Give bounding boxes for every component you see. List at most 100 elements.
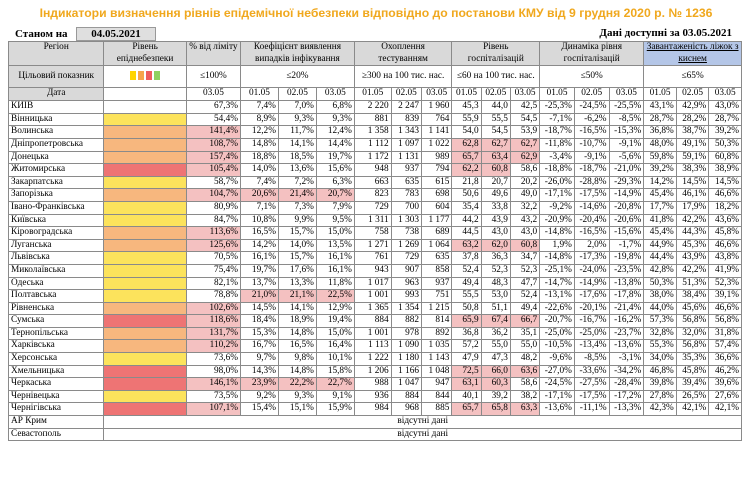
tests-cell: 1 166 [390,364,423,379]
dyn-cell: -24,5% [539,377,575,391]
hosp-cell: 57,2 [451,339,482,354]
hosp-cell: 67,4 [480,314,511,328]
tests-cell: 758 [353,226,392,240]
tests-cell: 984 [353,402,392,417]
coef-cell: 22,5% [315,289,355,303]
oxy-cell: 59,8% [643,150,677,165]
dyn-cell: -14,9% [608,188,645,202]
oxy-cell: 60,8% [708,150,742,165]
hosp-cell: 65,9 [451,314,482,328]
data-available-note: Дані доступні за 03.05.2021 [599,27,732,39]
oxy-cell: 39,2% [643,163,677,177]
tests-cell: 2 220 [353,100,392,114]
tests-cell: 729 [353,200,392,215]
header-oxy: Завантаженість ліжок з киснем [643,40,742,67]
tests-cell: 1 141 [421,125,453,139]
coef-cell: 14,4% [315,137,355,152]
region-name: Чернівецька [7,389,105,404]
coef-cell: 9,9% [277,213,317,228]
dyn-cell: -10,5% [539,339,575,354]
coef-cell: 13,6% [277,163,317,177]
hosp-cell: 38,2 [509,389,541,404]
region-name: Волинська [7,125,105,139]
hosp-cell: 63,6 [509,364,541,379]
level-cell [103,137,187,152]
dyn-cell: -13,6% [539,402,575,417]
tests-cell: 663 [353,175,392,190]
tests-cell: 1 311 [353,213,392,228]
dyn-cell: -25,5% [608,100,645,114]
hosp-cell: 44,0 [480,100,511,114]
level-cell [103,389,187,404]
region-name: Донецька [7,150,105,165]
dyn-cell: -10,7% [573,137,610,152]
tests-cell: 907 [390,263,423,278]
tests-cell: 615 [421,175,453,190]
tests-cell: 783 [390,188,423,202]
oxy-cell: 43,1% [643,100,677,114]
oxy-cell: 42,8% [643,263,677,278]
level-cell [103,238,187,253]
dyn-cell: -28,8% [573,175,610,190]
coef-cell: 21,4% [277,188,317,202]
tests-cell: 2 247 [390,100,423,114]
dyn-cell: -1,7% [608,238,645,253]
coef-cell: 7,0% [277,100,317,114]
table-row: Сумська 118,6% 18,4% 18,9% 19,4% 884 882 814 65,… [7,314,742,328]
hosp-cell: 62,9 [509,150,541,165]
coef-cell: 22,2% [277,377,317,391]
tests-cell: 882 [390,314,423,328]
hosp-cell: 55,0 [509,339,541,354]
dyn-cell: -11,1% [573,402,610,417]
coef-cell: 15,3% [240,326,279,341]
tests-cell: 635 [421,251,453,265]
table-row-absent: АР Крим відсутні дані [7,415,742,429]
date-dyn-2: 02.05 [573,87,610,102]
dyn-cell: -27,5% [573,377,610,391]
hosp-cell: 48,2 [509,352,541,366]
coef-cell: 12,2% [240,125,279,139]
tests-cell: 1 303 [390,213,423,228]
coef-cell: 9,5% [315,213,355,228]
table-row: Луганська 125,6% 14,2% 14,0% 13,5% 1 271 1 269… [7,238,742,253]
oxy-cell: 46,6% [708,188,742,202]
dyn-cell: -20,7% [539,314,575,328]
dyn-cell: -16,2% [608,314,645,328]
dyn-cell: -20,4% [573,213,610,228]
tests-cell: 794 [421,163,453,177]
dyn-cell: -34,2% [608,364,645,379]
coef-cell: 7,4% [240,100,279,114]
hosp-cell: 52,3 [480,263,511,278]
hosp-cell: 54,5 [480,125,511,139]
level-cell [103,402,187,417]
pct-cell: 125,6% [185,238,242,253]
region-name: Хмельницька [7,364,105,379]
region-name: АР Крим [7,415,105,429]
coef-cell: 9,7% [240,352,279,366]
hosp-cell: 65,8 [480,402,511,417]
dyn-cell: -14,7% [539,276,575,291]
coef-cell: 8,9% [240,112,279,127]
oxy-cell: 46,8% [643,364,677,379]
oxy-cell: 45,4% [643,226,677,240]
dyn-cell: -25,1% [539,263,575,278]
dyn-cell: -17,1% [539,188,575,202]
coef-cell: 20,6% [240,188,279,202]
status-line: Станом на 04.05.2021 [15,27,156,41]
oxy-cell: 46,1% [675,188,710,202]
level-cell [103,326,187,341]
level-cell [103,352,187,366]
hosp-cell: 63,3 [509,402,541,417]
hosp-cell: 54,5 [509,112,541,127]
table-row: Рівненська 102,6% 14,5% 14,1% 12,9% 1 365 1 35… [7,301,742,316]
dyn-cell: -9,1% [608,137,645,152]
tests-cell: 823 [353,188,392,202]
tests-cell: 751 [421,289,453,303]
dyn-cell: -13,6% [608,339,645,354]
oxy-cell: 51,3% [675,276,710,291]
level-cell [103,339,187,354]
hosp-cell: 20,7 [480,175,511,190]
tests-cell: 989 [421,150,453,165]
hosp-cell: 51,1 [480,301,511,316]
table-row: Закарпатська 58,7% 7,4% 7,2% 6,3% 663 635 615 21… [7,175,742,190]
